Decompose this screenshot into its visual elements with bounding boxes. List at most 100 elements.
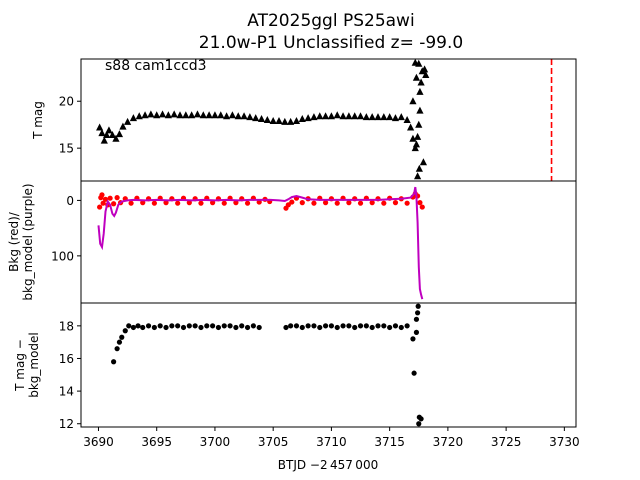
bottom-data-point [135,323,141,329]
bottom-data-point [418,416,424,422]
x-tick-label: 3725 [491,435,522,449]
bottom-data-point [357,323,364,329]
bottom-data-point [413,329,420,335]
top-y-axis-label: T mag [31,101,45,140]
middle-data-point [392,200,399,206]
bottom-y-axis-label: T mag − bkg_model [13,332,41,398]
bottom-data-point [233,324,239,331]
top-data-point [240,112,248,120]
bottom-data-point [198,324,204,331]
bottom-data-point [210,323,216,329]
middle-data-point [299,200,305,206]
bottom-data-point [334,324,340,331]
top-data-point [327,112,336,120]
x-tick-label: 3690 [83,435,114,449]
top-data-point [205,111,213,119]
top-data-point [275,116,283,124]
bot-ylabel-line: bkg_model [27,332,41,398]
bottom-data-point [311,323,317,329]
bottom-data-marks [111,303,424,427]
middle-data-point [102,196,109,202]
middle-series-1-line [97,186,424,300]
top-data-point [422,70,430,78]
top-data-point [368,113,376,121]
bottom-y-tick-label: 14 [59,385,74,399]
top-data-point [417,78,425,86]
bottom-data-point [322,323,329,329]
middle-data-point [221,200,227,206]
bottom-data-point [392,323,399,329]
middle-data-point [417,200,423,206]
top-data-point [228,111,237,119]
top-data-point [158,110,167,118]
middle-data-point [404,200,410,206]
middle-data-point [289,199,295,205]
top-data-point [135,112,143,120]
bottom-data-point [415,310,421,316]
top-data-point [414,172,422,180]
middle-data-point [151,200,157,206]
bottom-data-point [221,323,227,329]
middle-data-point [381,200,387,206]
top-data-point [193,110,202,118]
bottom-data-point [346,323,352,329]
bottom-data-point [299,324,305,331]
top-data-point [298,115,306,123]
middle-data-point [107,195,113,201]
bottom-data-point [130,324,137,331]
top-data-point [416,87,424,95]
top-data-point [176,111,184,119]
bottom-data-point [375,323,381,329]
bottom-data-point [215,324,222,331]
bottom-panel-frame [80,302,577,428]
bottom-data-point [140,324,146,331]
bottom-data-point [411,370,417,376]
bottom-data-point [340,323,346,329]
bottom-data-point [111,359,117,365]
top-data-point [397,113,405,121]
bottom-data-point [363,323,369,329]
middle-data-point [99,192,105,198]
top-data-point [356,112,365,120]
middle-data-point [285,202,291,208]
panel-middle-background: 0 100 Bkg (red)/bkg_model (purple) [7,183,425,301]
x-tick-label: 3705 [258,435,289,449]
bottom-data-point [145,323,152,329]
bottom-data-point [352,324,358,331]
bottom-data-point [283,324,289,331]
top-data-point [287,117,295,125]
top-data-point [188,111,196,119]
bottom-data-point [175,323,181,329]
top-data-point [333,111,341,119]
middle-data-point [346,200,352,206]
bottom-data-point [410,336,416,342]
top-data-point [217,111,225,119]
top-data-point [419,158,428,166]
top-data-point [112,134,120,142]
x-tick-label: 3700 [200,435,231,449]
top-data-point [222,112,231,120]
bottom-data-point [186,323,192,329]
top-data-point [147,110,155,118]
sector-camera-annotation: s88 cam1ccd3 [105,58,207,74]
bottom-y-tick-label: 18 [59,319,74,333]
bottom-data-point [415,303,421,309]
panel-frames [80,58,577,428]
top-data-point [170,110,178,118]
top-data-point [415,120,423,128]
top-data-point [105,126,113,134]
top-data-point [351,112,359,120]
middle-data-point [111,201,117,207]
top-data-point [380,113,388,121]
bottom-data-point [192,323,198,329]
top-y-tick-label: 15 [59,142,74,156]
top-data-point [362,113,370,121]
bottom-data-point [114,346,120,352]
top-data-point [391,114,400,122]
top-data-point [411,144,419,152]
mid-ylabel-line: Bkg (red)/ [7,211,21,272]
top-data-point [108,131,117,139]
mid-ylabel-line: bkg_model (purple) [21,183,35,300]
chart-title-line-1: AT2025ggl PS25awi [247,11,414,31]
